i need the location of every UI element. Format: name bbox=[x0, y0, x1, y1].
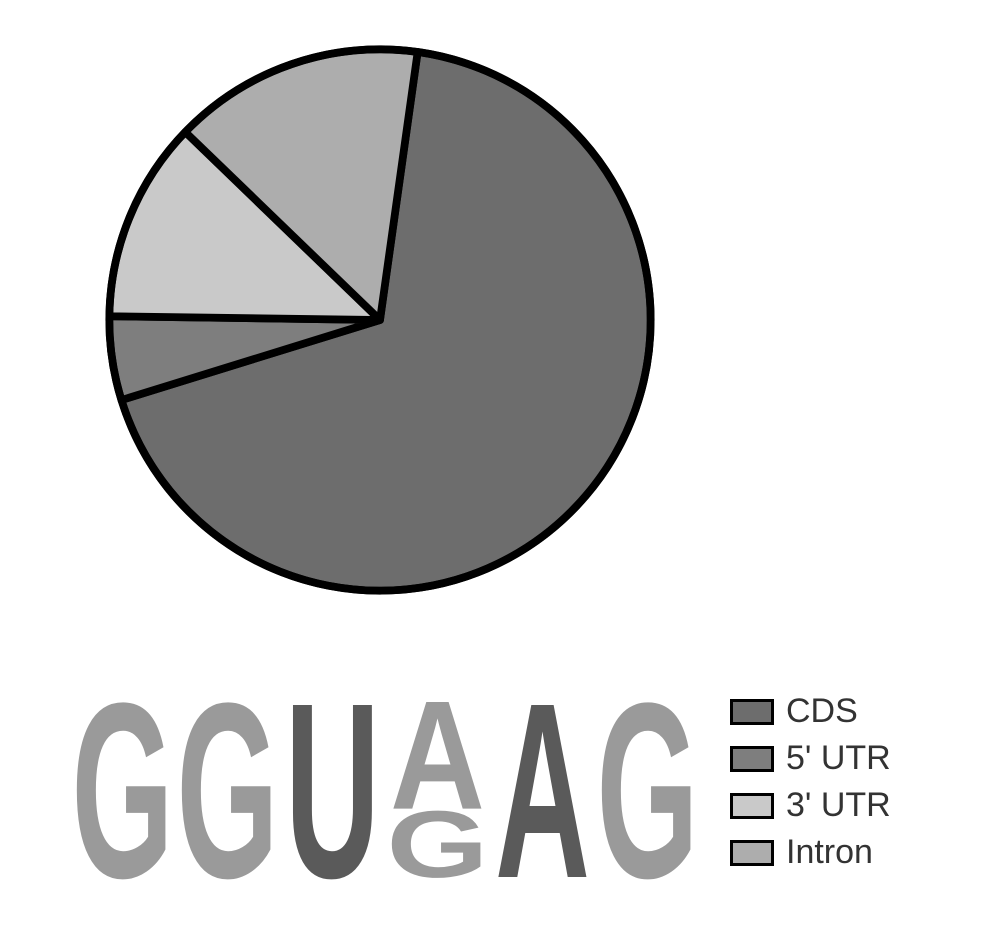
seqlogo-letter: G bbox=[176, 692, 278, 882]
seqlogo-letter: A bbox=[390, 692, 485, 842]
sequence-logo: GGUGAAG bbox=[70, 692, 710, 882]
seqlogo-letter: U bbox=[285, 692, 380, 882]
legend-item-3-utr: 3' UTR bbox=[730, 786, 891, 825]
legend-swatch bbox=[730, 746, 774, 772]
legend-item-intron: Intron bbox=[730, 833, 891, 872]
seqlogo-svg: GGUGAAG bbox=[70, 692, 710, 882]
legend-label: 5' UTR bbox=[786, 739, 891, 778]
legend: CDS 5' UTR 3' UTR Intron bbox=[730, 692, 891, 872]
legend-label: Intron bbox=[786, 833, 873, 872]
legend-label: CDS bbox=[786, 692, 858, 731]
seqlogo-letter: A bbox=[495, 692, 590, 882]
legend-item-5-utr: 5' UTR bbox=[730, 739, 891, 778]
seqlogo-letter: G bbox=[596, 692, 698, 882]
pie-svg bbox=[90, 30, 670, 610]
legend-item-cds: CDS bbox=[730, 692, 891, 731]
legend-label: 3' UTR bbox=[786, 786, 891, 825]
legend-swatch bbox=[730, 793, 774, 819]
legend-swatch bbox=[730, 699, 774, 725]
legend-swatch bbox=[730, 840, 774, 866]
seqlogo-letter: G bbox=[71, 692, 173, 882]
pie-chart bbox=[90, 30, 670, 610]
